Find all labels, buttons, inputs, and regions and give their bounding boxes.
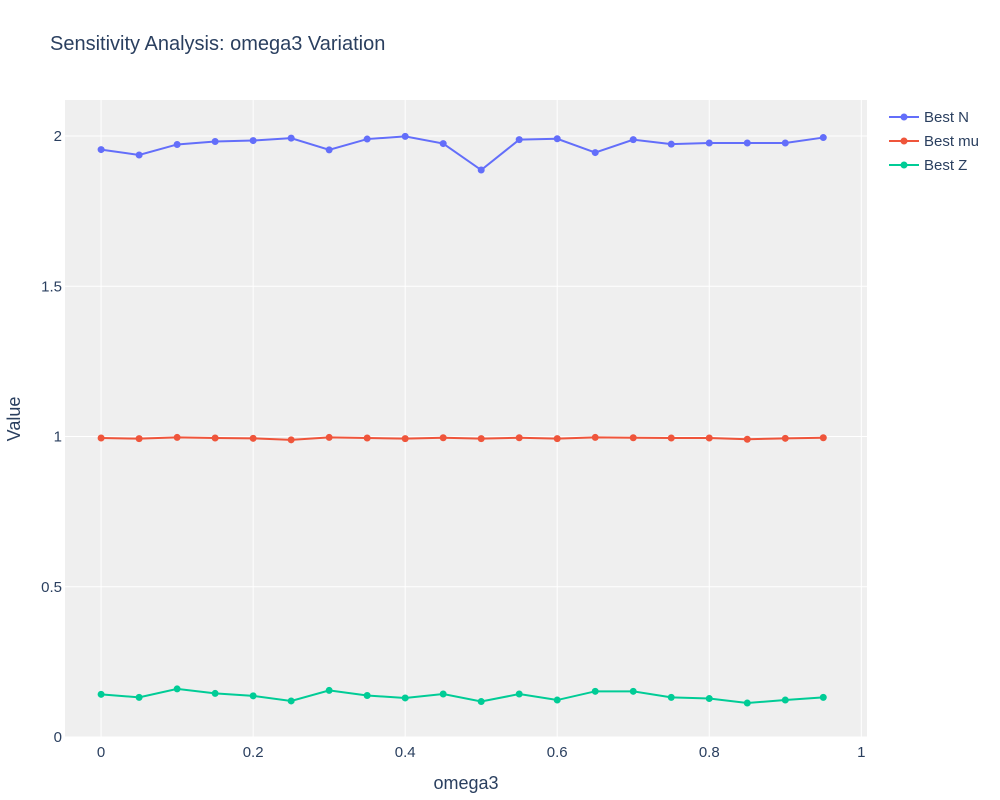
data-point-best-n[interactable]	[135, 151, 143, 159]
x-tick-label: 1	[857, 744, 865, 761]
data-point-best-n[interactable]	[325, 146, 333, 154]
data-point-best-z[interactable]	[173, 685, 181, 693]
data-point-best-mu[interactable]	[135, 435, 143, 443]
data-point-best-mu[interactable]	[249, 434, 257, 442]
data-point-best-mu[interactable]	[781, 434, 789, 442]
series-best-n	[97, 132, 827, 174]
data-point-best-n[interactable]	[515, 136, 523, 144]
legend-marker	[900, 137, 908, 145]
data-point-best-z[interactable]	[629, 687, 637, 695]
data-point-best-n[interactable]	[629, 136, 637, 144]
data-point-best-z[interactable]	[439, 690, 447, 698]
legend-label: Best Z	[924, 157, 967, 174]
legend-item-best-mu[interactable]: Best mu	[889, 133, 979, 150]
y-tick-label: 0.5	[41, 579, 62, 596]
data-point-best-n[interactable]	[173, 140, 181, 148]
data-point-best-z[interactable]	[477, 698, 485, 706]
series-layer	[97, 132, 827, 707]
data-point-best-n[interactable]	[211, 137, 219, 145]
data-point-best-n[interactable]	[743, 139, 751, 147]
y-tick-label: 2	[54, 128, 62, 145]
data-point-best-mu[interactable]	[211, 434, 219, 442]
data-point-best-z[interactable]	[135, 693, 143, 701]
plot-area	[65, 100, 867, 737]
x-tick-label: 0.6	[547, 744, 568, 761]
data-point-best-z[interactable]	[325, 686, 333, 694]
data-point-best-mu[interactable]	[173, 433, 181, 441]
data-point-best-z[interactable]	[743, 699, 751, 707]
data-point-best-mu[interactable]	[629, 434, 637, 442]
series-best-z	[97, 685, 827, 707]
data-point-best-n[interactable]	[781, 139, 789, 147]
data-point-best-z[interactable]	[591, 687, 599, 695]
y-tick-label: 0	[54, 729, 62, 746]
legend-item-best-z[interactable]: Best Z	[889, 157, 967, 174]
data-point-best-n[interactable]	[287, 134, 295, 142]
legend-item-best-n[interactable]: Best N	[889, 109, 969, 126]
data-point-best-n[interactable]	[819, 134, 827, 142]
data-point-best-z[interactable]	[781, 696, 789, 704]
x-tick-label: 0.4	[395, 744, 416, 761]
data-point-best-mu[interactable]	[667, 434, 675, 442]
data-point-best-n[interactable]	[401, 132, 409, 140]
chart-title: Sensitivity Analysis: omega3 Variation	[50, 33, 385, 55]
data-point-best-z[interactable]	[819, 693, 827, 701]
legend-label: Best mu	[924, 133, 979, 150]
y-tick-label: 1.5	[41, 278, 62, 295]
data-point-best-mu[interactable]	[287, 436, 295, 444]
data-point-best-z[interactable]	[553, 696, 561, 704]
legend-label: Best N	[924, 109, 969, 126]
data-point-best-mu[interactable]	[553, 435, 561, 443]
data-point-best-z[interactable]	[401, 694, 409, 702]
data-point-best-n[interactable]	[667, 140, 675, 148]
data-point-best-z[interactable]	[705, 695, 713, 703]
y-tick-label: 1	[54, 429, 62, 446]
x-axis-title: omega3	[433, 773, 498, 793]
data-point-best-z[interactable]	[97, 690, 105, 698]
data-point-best-mu[interactable]	[591, 433, 599, 441]
data-point-best-z[interactable]	[287, 697, 295, 705]
data-point-best-mu[interactable]	[819, 434, 827, 442]
data-point-best-n[interactable]	[363, 135, 371, 143]
legend[interactable]: Best N Best mu Best Z	[889, 109, 979, 174]
data-point-best-mu[interactable]	[743, 435, 751, 443]
data-point-best-z[interactable]	[363, 692, 371, 700]
data-point-best-mu[interactable]	[401, 435, 409, 443]
y-tick-labels: 0 0.5 1 1.5 2	[41, 128, 62, 746]
data-point-best-n[interactable]	[477, 166, 485, 174]
legend-marker	[900, 161, 908, 169]
data-point-best-mu[interactable]	[515, 434, 523, 442]
series-line-best-z	[101, 687, 824, 705]
legend-marker	[900, 113, 908, 121]
data-point-best-n[interactable]	[591, 149, 599, 157]
series-line-best-n	[100, 135, 824, 172]
data-point-best-mu[interactable]	[325, 433, 333, 441]
data-point-best-mu[interactable]	[477, 435, 485, 443]
x-tick-label: 0	[97, 744, 105, 761]
data-point-best-mu[interactable]	[705, 434, 713, 442]
data-point-best-mu[interactable]	[363, 434, 371, 442]
data-point-best-z[interactable]	[667, 693, 675, 701]
data-point-best-n[interactable]	[439, 140, 447, 148]
data-point-best-n[interactable]	[553, 135, 561, 143]
data-point-best-z[interactable]	[515, 690, 523, 698]
x-tick-label: 0.2	[243, 744, 264, 761]
data-point-best-n[interactable]	[249, 137, 257, 145]
data-point-best-z[interactable]	[249, 692, 257, 700]
data-point-best-mu[interactable]	[97, 434, 105, 442]
data-point-best-n[interactable]	[97, 146, 105, 154]
x-tick-label: 0.8	[699, 744, 720, 761]
x-tick-labels: 0 0.2 0.4 0.6 0.8 1	[97, 744, 866, 761]
series-line-best-mu	[101, 436, 824, 441]
data-point-best-n[interactable]	[705, 139, 713, 147]
data-point-best-z[interactable]	[211, 689, 219, 697]
y-axis-title: Value	[4, 397, 24, 442]
data-point-best-mu[interactable]	[439, 434, 447, 442]
series-best-mu	[97, 433, 827, 444]
gridlines	[65, 100, 867, 738]
